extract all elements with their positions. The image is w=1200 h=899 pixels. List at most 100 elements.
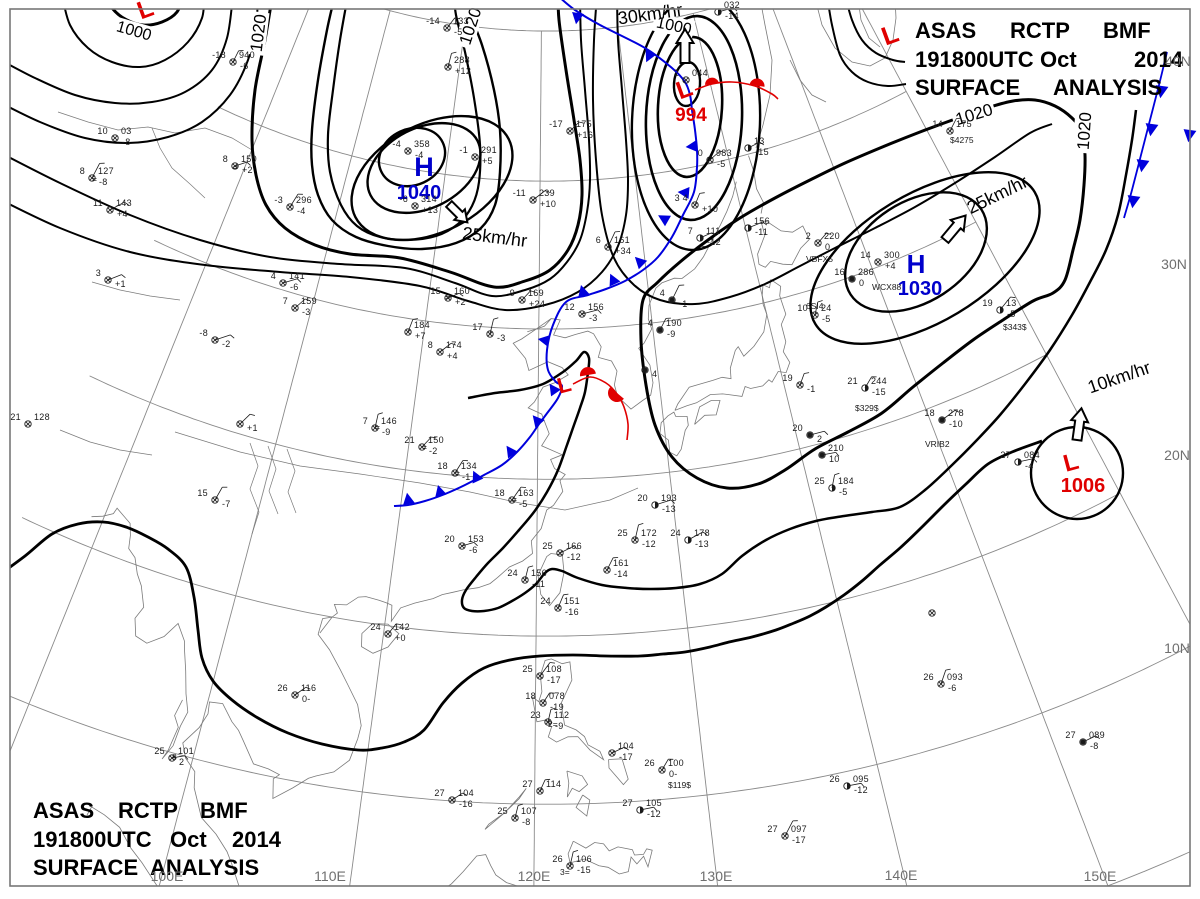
svg-text:26: 26 [644, 758, 655, 768]
svg-text:+4: +4 [117, 209, 128, 219]
svg-text:110E: 110E [314, 868, 346, 884]
svg-text:-11: -11 [513, 188, 526, 198]
svg-text:24: 24 [370, 622, 381, 632]
svg-text:0: 0 [859, 278, 864, 288]
svg-text:3=: 3= [560, 867, 570, 877]
svg-text:+7: +7 [415, 331, 426, 341]
svg-text:16: 16 [834, 267, 845, 277]
svg-text:940: 940 [239, 50, 255, 60]
svg-text:-4: -4 [297, 206, 306, 216]
svg-text:BMF: BMF [1103, 18, 1151, 43]
svg-text:120E: 120E [518, 868, 551, 884]
svg-text:19: 19 [982, 298, 993, 308]
svg-text:40N: 40N [1165, 53, 1191, 69]
svg-text:2: 2 [806, 231, 811, 241]
svg-text:2014: 2014 [232, 827, 282, 852]
svg-text:15: 15 [197, 488, 208, 498]
svg-text:=: = [375, 422, 380, 432]
svg-text:-8: -8 [122, 137, 131, 147]
svg-text:127: 127 [98, 166, 114, 176]
svg-text:161: 161 [614, 235, 630, 245]
svg-text:+34: +34 [615, 246, 631, 256]
svg-text:3: 3 [96, 268, 101, 278]
svg-text:20N: 20N [1164, 447, 1190, 463]
svg-text:10: 10 [829, 454, 840, 464]
svg-text:-5: -5 [839, 487, 848, 497]
svg-text:26: 26 [923, 672, 934, 682]
svg-text:L: L [554, 371, 573, 399]
svg-text:-17: -17 [619, 752, 633, 762]
svg-text:-6: -6 [290, 282, 299, 292]
svg-text:14: 14 [932, 119, 943, 129]
svg-text:-12: -12 [642, 539, 656, 549]
svg-text:4: 4 [660, 288, 665, 298]
svg-text:8: 8 [223, 154, 228, 164]
svg-text:1020: 1020 [1074, 112, 1096, 151]
svg-text:1040: 1040 [397, 182, 442, 204]
svg-text:084: 084 [1024, 450, 1040, 460]
svg-text:244: 244 [871, 376, 887, 386]
svg-text:163: 163 [518, 488, 534, 498]
svg-text:-3: -3 [302, 307, 311, 317]
svg-text:23: 23 [530, 710, 541, 720]
svg-text:166: 166 [566, 541, 582, 551]
svg-text:133: 133 [453, 16, 469, 26]
svg-text:296: 296 [296, 195, 312, 205]
svg-text:-17: -17 [547, 675, 561, 685]
svg-text:288: 288 [454, 55, 470, 65]
svg-text:-17: -17 [549, 119, 563, 129]
svg-text:153: 153 [468, 534, 484, 544]
svg-text:128: 128 [34, 412, 50, 422]
svg-text:=: = [233, 162, 238, 172]
svg-text:-5: -5 [717, 159, 726, 169]
svg-text:ASAS: ASAS [33, 798, 94, 823]
svg-text:20: 20 [637, 493, 648, 503]
svg-text:26: 26 [552, 854, 563, 864]
svg-text:3 4: 3 4 [675, 193, 688, 203]
svg-text:291: 291 [481, 145, 497, 155]
svg-text:9: 9 [510, 288, 515, 298]
svg-text:24: 24 [670, 528, 681, 538]
svg-text:141: 141 [289, 271, 305, 281]
svg-text:2: 2 [674, 68, 679, 78]
svg-text:-1: -1 [459, 145, 468, 155]
svg-text:-9: -9 [555, 721, 564, 731]
svg-text:-12: -12 [567, 552, 581, 562]
svg-text:15: 15 [430, 286, 441, 296]
svg-text:27: 27 [1065, 730, 1076, 740]
svg-text:-12: -12 [647, 809, 661, 819]
svg-text:7: 7 [688, 226, 693, 236]
svg-text:150: 150 [241, 154, 257, 164]
svg-text:ASAS: ASAS [915, 18, 976, 43]
svg-text:-14: -14 [614, 569, 628, 579]
svg-text:184: 184 [838, 476, 854, 486]
svg-text:286: 286 [858, 267, 874, 277]
svg-text:220: 220 [824, 231, 840, 241]
svg-text:190: 190 [666, 318, 682, 328]
svg-text:151: 151 [564, 596, 580, 606]
svg-text:160: 160 [454, 286, 470, 296]
svg-text:7: 7 [363, 416, 368, 426]
svg-text:ANALYSIS: ANALYSIS [1053, 75, 1162, 100]
svg-text:174: 174 [446, 340, 462, 350]
svg-text:191800UTC: 191800UTC [915, 47, 1034, 72]
svg-text:-5: -5 [454, 27, 463, 37]
svg-text:$329$: $329$ [855, 403, 879, 413]
svg-text:27: 27 [622, 798, 633, 808]
svg-text:-3: -3 [589, 313, 598, 323]
svg-text:150: 150 [428, 435, 444, 445]
svg-text:+13: +13 [422, 205, 438, 215]
svg-text:278: 278 [948, 408, 964, 418]
svg-text:13: 13 [754, 136, 765, 146]
svg-text:H: H [414, 152, 434, 182]
svg-text:19: 19 [782, 373, 793, 383]
svg-text:+16: +16 [577, 130, 593, 140]
svg-text:10: 10 [797, 303, 808, 313]
svg-text:-14: -14 [426, 16, 440, 26]
svg-text:6: 6 [596, 235, 601, 245]
svg-text:097: 097 [791, 824, 807, 834]
svg-text:-12: -12 [707, 237, 721, 247]
svg-text:175: 175 [576, 119, 592, 129]
svg-text:18: 18 [437, 461, 448, 471]
svg-text:24: 24 [540, 596, 551, 606]
